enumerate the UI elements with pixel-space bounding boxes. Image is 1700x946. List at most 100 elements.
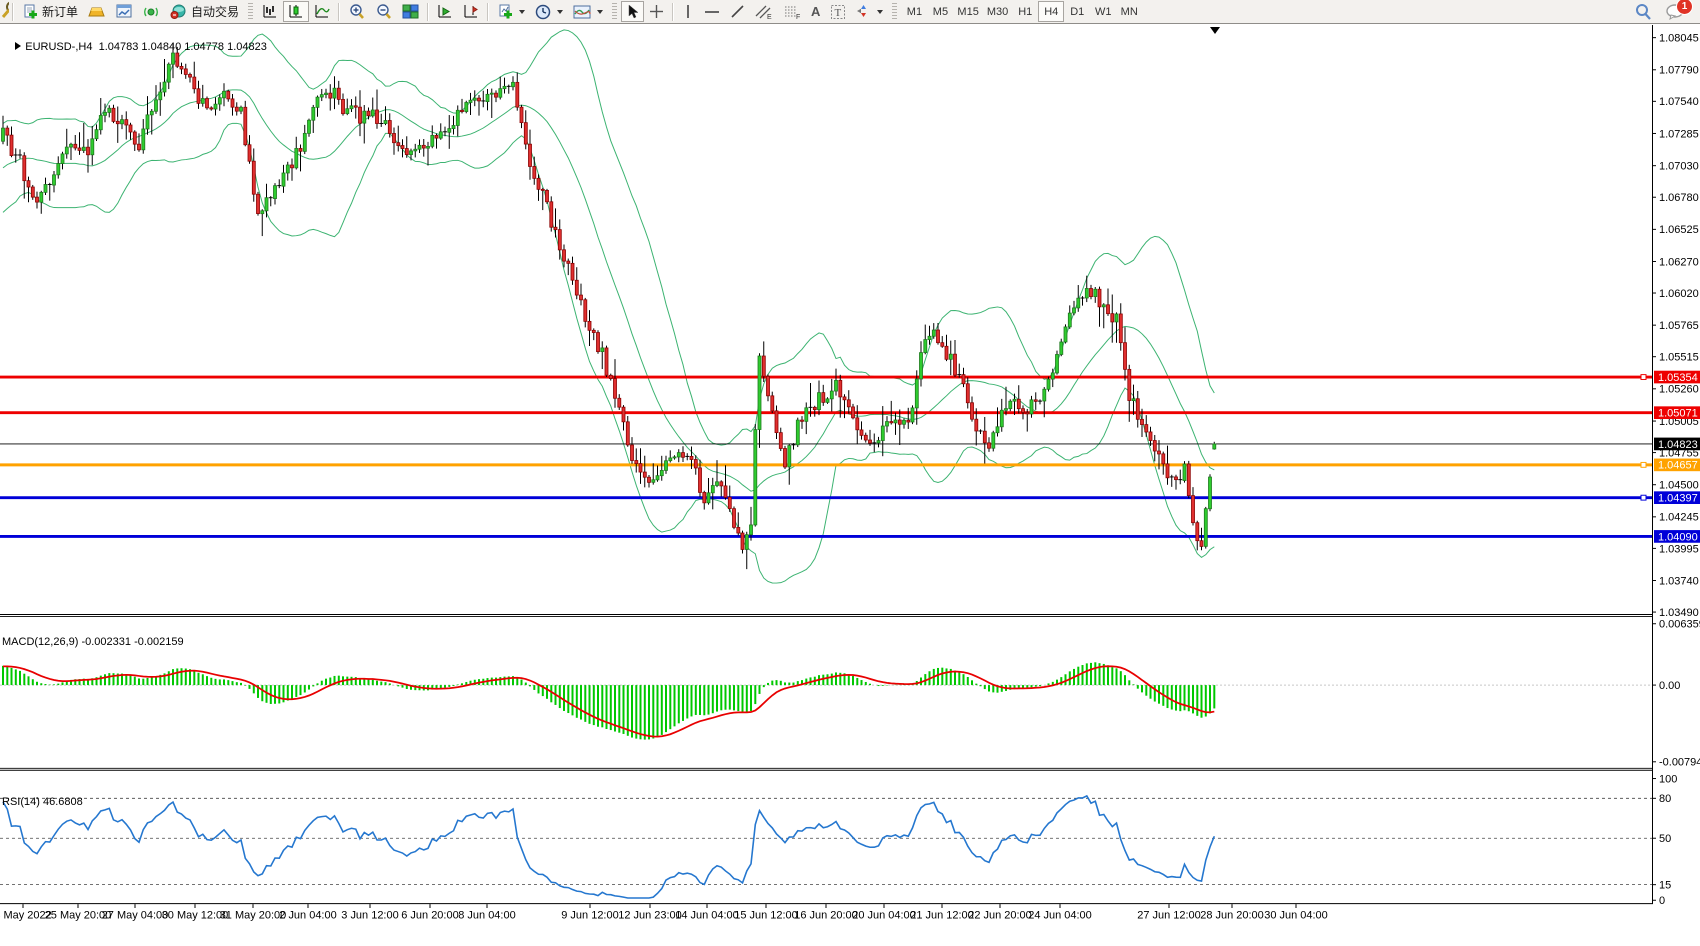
trendline-tool-button[interactable] bbox=[725, 1, 750, 22]
notifications-chat-icon[interactable]: 1 bbox=[1666, 0, 1693, 21]
chart-window-icon bbox=[116, 4, 133, 19]
svg-text:14 Jun 04:00: 14 Jun 04:00 bbox=[675, 910, 739, 922]
timeframe-m5-button[interactable]: M5 bbox=[927, 1, 953, 22]
new-order-label: 新订单 bbox=[42, 5, 79, 19]
line-chart-icon bbox=[314, 4, 330, 19]
toolbar-grip[interactable] bbox=[248, 2, 254, 21]
toolbar: 新订单 自动交易 bbox=[0, 0, 1700, 24]
zoom-out-button[interactable] bbox=[370, 1, 397, 22]
cursor-tool-button[interactable] bbox=[621, 1, 645, 22]
bar-chart-button[interactable] bbox=[257, 1, 283, 22]
text-label-icon: T bbox=[830, 4, 846, 20]
timeframe-d1-button[interactable]: D1 bbox=[1064, 1, 1090, 22]
chart-shift-marker-icon[interactable] bbox=[1210, 27, 1220, 34]
price-chart-canvas[interactable]: 1.08045 1.07790 1.07540 1.07285 1.07030 1.067… bbox=[0, 25, 1700, 946]
auto-scroll-button[interactable] bbox=[432, 1, 458, 22]
auto-trading-label: 自动交易 bbox=[191, 5, 240, 19]
arrows-dropdown-caret bbox=[877, 9, 884, 14]
crosshair-tool-button[interactable] bbox=[644, 1, 669, 22]
fibonacci-tool-button[interactable]: F bbox=[778, 1, 806, 22]
search-icon[interactable] bbox=[1634, 3, 1652, 21]
timeframe-mn-button[interactable]: MN bbox=[1116, 1, 1142, 22]
macd-signal-line bbox=[3, 665, 1215, 738]
svg-text:T: T bbox=[835, 7, 842, 19]
bollinger-bands bbox=[2, 29, 1215, 584]
svg-text:1.03740: 1.03740 bbox=[1659, 576, 1699, 588]
periods-dropdown-caret bbox=[557, 9, 564, 14]
chart-window-button[interactable] bbox=[111, 1, 138, 22]
svg-text:27 Jun 12:00: 27 Jun 12:00 bbox=[1137, 910, 1201, 922]
new-chart-icon bbox=[497, 4, 513, 20]
svg-text:3 Jun 12:00: 3 Jun 12:00 bbox=[341, 910, 398, 922]
svg-text:21 Jun 12:00: 21 Jun 12:00 bbox=[910, 910, 974, 922]
svg-text:22 Jun 20:00: 22 Jun 20:00 bbox=[968, 910, 1032, 922]
candles bbox=[1, 44, 1217, 570]
zoom-in-button[interactable] bbox=[343, 1, 370, 22]
timeframe-m15-button[interactable]: M15 bbox=[953, 1, 982, 22]
rsi-line bbox=[2, 794, 1216, 899]
text-tool-icon: A bbox=[811, 4, 821, 19]
svg-text:-0.007949: -0.007949 bbox=[1659, 757, 1700, 769]
price-flag-1.05354 bbox=[1654, 370, 1700, 384]
svg-text:1.07790: 1.07790 bbox=[1659, 65, 1699, 77]
timeframe-h1-button[interactable]: H1 bbox=[1012, 1, 1038, 22]
svg-text:1.06020: 1.06020 bbox=[1659, 288, 1699, 300]
periods-clock-icon bbox=[535, 4, 551, 20]
svg-text:1.04397: 1.04397 bbox=[1658, 493, 1698, 505]
toolbar-grip[interactable] bbox=[892, 2, 898, 21]
fibonacci-icon: F bbox=[783, 4, 801, 21]
timeframe-m1-button[interactable]: M1 bbox=[901, 1, 927, 22]
ohlc-low: 1.04778 bbox=[184, 41, 225, 53]
horizontal-level-lines[interactable] bbox=[0, 375, 1652, 538]
svg-text:0: 0 bbox=[1659, 895, 1665, 907]
timeframe-w1-button[interactable]: W1 bbox=[1090, 1, 1116, 22]
tile-windows-icon bbox=[402, 4, 419, 19]
arrows-icon bbox=[856, 4, 871, 19]
clipped-toolbar-icon bbox=[0, 1, 9, 22]
new-chart-button[interactable] bbox=[492, 1, 530, 22]
signals-button[interactable] bbox=[138, 1, 165, 22]
ohlc-close: 1.04823 bbox=[227, 41, 267, 53]
svg-text:24 Jun 04:00: 24 Jun 04:00 bbox=[1028, 910, 1092, 922]
equidistant-channel-tool-button[interactable]: E bbox=[750, 1, 778, 22]
chart-shift-button[interactable] bbox=[458, 1, 484, 22]
timeframe-h4-button[interactable]: H4 bbox=[1038, 1, 1065, 22]
arrows-tool-button[interactable] bbox=[851, 1, 888, 22]
line-handle bbox=[1640, 461, 1647, 468]
ohlc-high: 1.04840 bbox=[141, 41, 182, 53]
auto-trading-icon bbox=[170, 4, 187, 19]
signals-icon bbox=[143, 4, 160, 19]
timeframe-m30-button[interactable]: M30 bbox=[983, 1, 1012, 22]
svg-text:1.04755: 1.04755 bbox=[1659, 448, 1699, 460]
svg-text:1.07030: 1.07030 bbox=[1659, 161, 1699, 173]
crosshair-icon bbox=[649, 4, 664, 19]
ohlc-open: 1.04783 bbox=[98, 41, 139, 53]
toolbar-grip[interactable] bbox=[612, 2, 618, 21]
text-label-tool-button[interactable]: T bbox=[825, 1, 851, 22]
periods-button[interactable] bbox=[530, 1, 568, 22]
line-chart-button[interactable] bbox=[309, 1, 335, 22]
templates-button[interactable] bbox=[568, 1, 608, 22]
gold-button[interactable] bbox=[83, 1, 111, 22]
svg-text:1.05260: 1.05260 bbox=[1659, 384, 1699, 396]
svg-text:1.05071: 1.05071 bbox=[1658, 408, 1698, 420]
horizontal-line-tool-button[interactable] bbox=[699, 1, 725, 22]
text-tool-button[interactable]: A bbox=[806, 1, 825, 22]
vertical-line-tool-button[interactable] bbox=[677, 1, 699, 22]
price-flag-1.05071 bbox=[1654, 406, 1700, 420]
svg-text:0.006359: 0.006359 bbox=[1659, 619, 1700, 631]
svg-text:8 Jun 04:00: 8 Jun 04:00 bbox=[458, 910, 515, 922]
svg-text:1.04657: 1.04657 bbox=[1658, 460, 1698, 472]
candlestick-chart-button[interactable] bbox=[283, 1, 310, 22]
auto-trading-button[interactable]: 自动交易 bbox=[165, 1, 244, 22]
new-order-button[interactable]: 新订单 bbox=[17, 1, 83, 22]
svg-text:15 Jun 12:00: 15 Jun 12:00 bbox=[734, 910, 798, 922]
tile-windows-button[interactable] bbox=[397, 1, 424, 22]
price-flag-1.04397 bbox=[1654, 491, 1700, 504]
new-order-icon bbox=[22, 4, 38, 20]
svg-text:1.05354: 1.05354 bbox=[1658, 372, 1698, 384]
svg-text:15: 15 bbox=[1659, 880, 1671, 892]
svg-text:2 Jun 04:00: 2 Jun 04:00 bbox=[279, 910, 336, 922]
horizontal-line-icon bbox=[704, 4, 720, 19]
